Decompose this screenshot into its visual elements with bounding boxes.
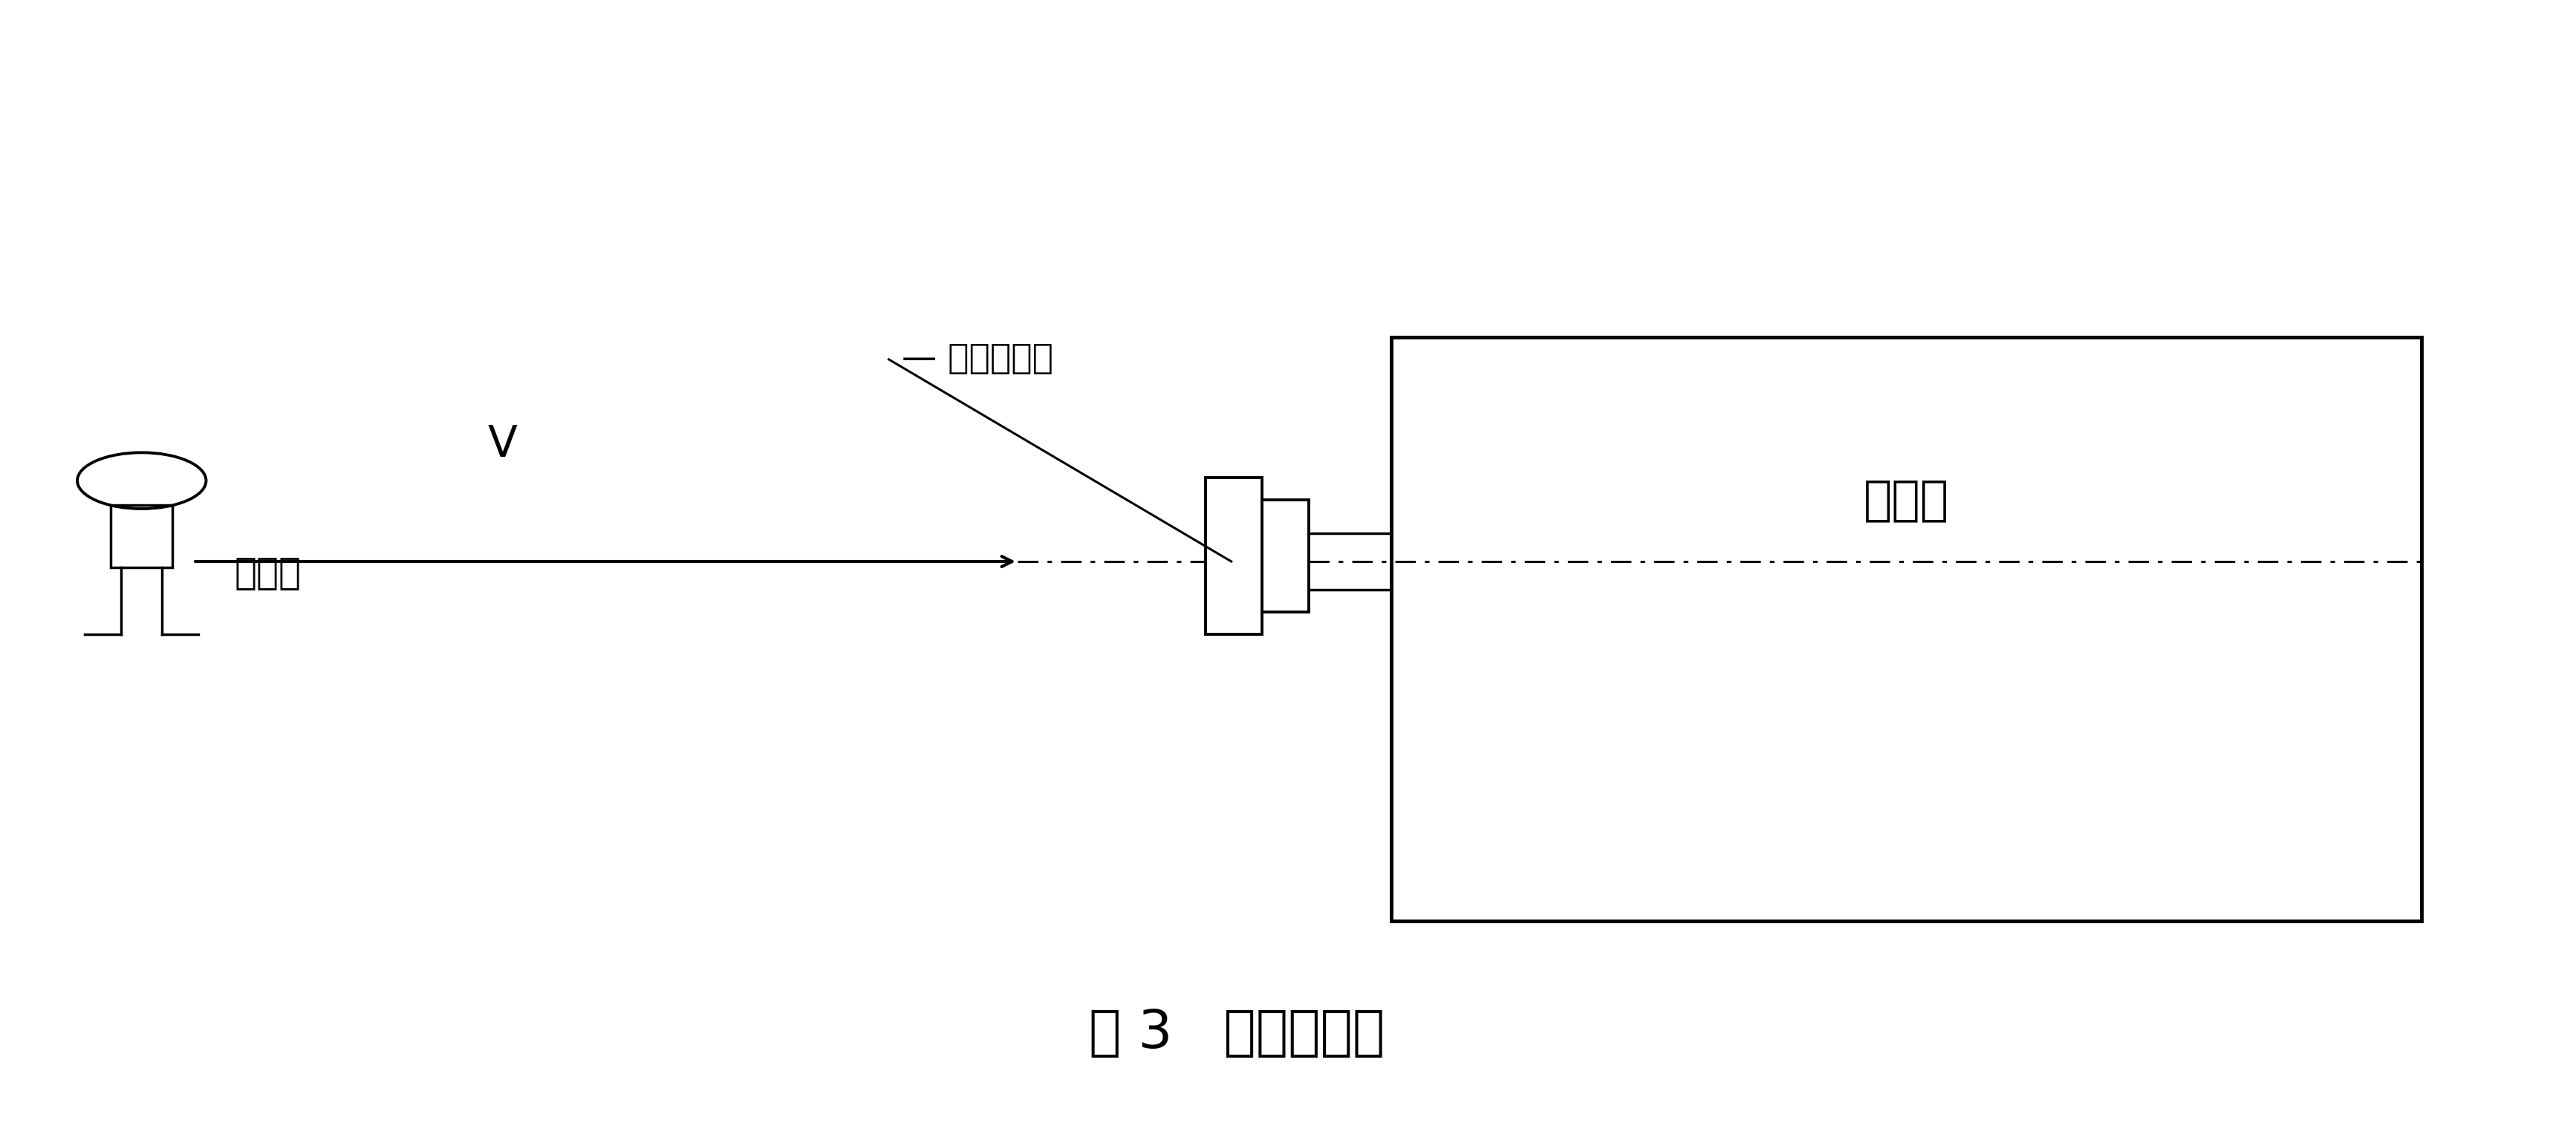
Text: 图 3   观察者位置: 图 3 观察者位置 [1090, 1007, 1383, 1059]
Text: 观察者: 观察者 [234, 555, 301, 591]
Bar [1206, 477, 1262, 634]
Text: — 驱动轴端部: — 驱动轴端部 [902, 343, 1054, 376]
Bar [1391, 337, 2421, 921]
Text: 发动机: 发动机 [1862, 477, 1950, 523]
Text: V: V [487, 423, 518, 466]
Bar [1262, 500, 1309, 612]
Bar [111, 505, 173, 567]
